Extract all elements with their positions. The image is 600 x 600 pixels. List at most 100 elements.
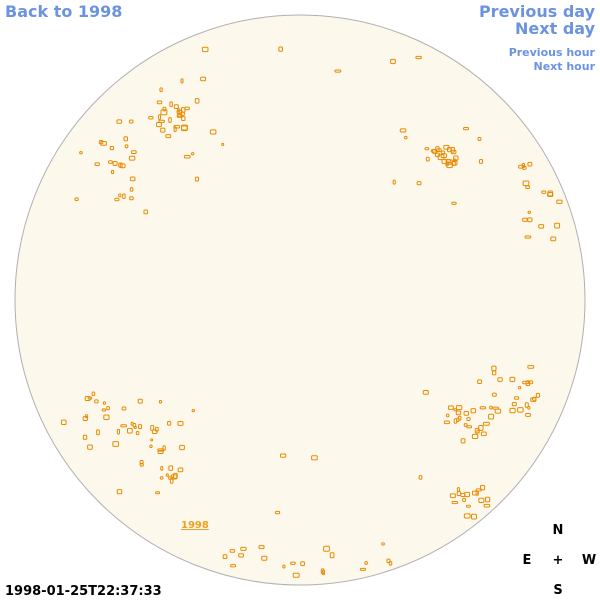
- spot: [194, 98, 200, 104]
- spot: [179, 444, 185, 451]
- spot: [489, 405, 493, 410]
- spot: [497, 377, 503, 382]
- spot: [547, 190, 553, 197]
- spot: [466, 417, 471, 422]
- spot: [509, 376, 516, 383]
- spot: [108, 160, 113, 164]
- spot: [359, 567, 367, 571]
- spot: [173, 472, 178, 479]
- spot: [109, 146, 115, 151]
- spot: [404, 135, 408, 140]
- spot: [230, 564, 237, 568]
- spot: [209, 129, 217, 135]
- spot: [300, 561, 305, 567]
- spot: [425, 156, 430, 162]
- spot: [392, 179, 396, 185]
- spot: [173, 104, 179, 109]
- spot: [320, 568, 325, 575]
- spot: [478, 424, 484, 431]
- back-link[interactable]: Back to 1998: [5, 2, 122, 21]
- spot: [177, 421, 184, 426]
- spot: [449, 493, 456, 499]
- spot: [180, 124, 188, 131]
- spot: [447, 405, 454, 410]
- spot: [158, 119, 165, 123]
- spot: [445, 159, 451, 163]
- spot: [158, 399, 163, 404]
- spot: [453, 155, 459, 161]
- disk-label-link[interactable]: 1998: [181, 520, 209, 531]
- spot: [129, 119, 134, 124]
- spot: [292, 572, 300, 578]
- spot: [492, 370, 497, 376]
- spot: [129, 196, 134, 201]
- spot: [129, 187, 134, 192]
- spot: [556, 199, 563, 204]
- spot: [157, 449, 164, 454]
- spot: [274, 510, 281, 515]
- previous-hour-link[interactable]: Previous hour: [509, 46, 596, 59]
- spot: [201, 46, 209, 53]
- spot: [511, 402, 517, 407]
- spot: [471, 490, 479, 496]
- next-hour-link[interactable]: Next hour: [534, 60, 596, 73]
- spot: [154, 426, 159, 432]
- spot: [139, 459, 144, 465]
- spot: [527, 161, 533, 167]
- spot: [418, 475, 423, 480]
- previous-day-link[interactable]: Previous day: [479, 2, 596, 21]
- spot: [149, 444, 153, 449]
- spot: [165, 473, 169, 477]
- spot: [554, 222, 561, 229]
- spot: [112, 441, 120, 447]
- spot: [74, 197, 79, 202]
- spot: [122, 193, 126, 199]
- spot: [522, 380, 529, 385]
- spot: [528, 380, 534, 385]
- spot: [137, 398, 143, 404]
- compass-east: E: [523, 553, 532, 568]
- spot: [422, 390, 429, 395]
- spot: [165, 134, 172, 139]
- spot: [103, 414, 110, 421]
- spot: [476, 429, 480, 434]
- spot: [120, 424, 128, 428]
- spot: [451, 501, 459, 505]
- spot: [463, 411, 470, 416]
- next-day-link[interactable]: Next day: [515, 19, 596, 38]
- spot: [463, 126, 469, 131]
- spot: [524, 402, 529, 408]
- spot: [463, 423, 468, 427]
- spot: [463, 513, 471, 519]
- spot: [116, 119, 123, 124]
- spot: [130, 150, 137, 154]
- spot: [445, 413, 450, 418]
- spot: [155, 491, 161, 495]
- spot: [477, 136, 482, 142]
- spot: [479, 406, 487, 410]
- spot: [150, 424, 155, 431]
- spot: [482, 421, 490, 426]
- spot: [424, 147, 430, 151]
- spot: [91, 391, 96, 396]
- spot: [111, 169, 115, 175]
- spot: [123, 136, 129, 142]
- spot: [364, 561, 368, 565]
- spot: [135, 430, 140, 436]
- spot: [191, 152, 195, 156]
- spot: [143, 209, 149, 215]
- spot: [98, 140, 104, 145]
- spot: [229, 549, 236, 553]
- spot: [390, 58, 396, 65]
- spot: [509, 407, 516, 414]
- spot: [279, 453, 287, 458]
- spot: [329, 552, 335, 559]
- spot: [527, 365, 535, 369]
- spot: [156, 100, 163, 105]
- spot: [181, 116, 186, 122]
- spot: [522, 217, 528, 222]
- spot: [471, 433, 479, 439]
- spot: [114, 197, 120, 202]
- spot: [116, 489, 123, 495]
